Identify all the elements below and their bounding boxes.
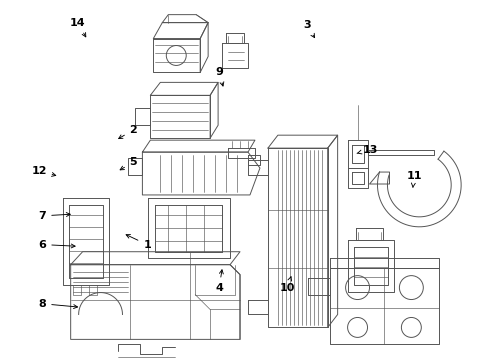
Text: 8: 8 (39, 299, 78, 309)
Text: 5: 5 (120, 157, 137, 170)
Text: 7: 7 (39, 211, 70, 221)
Text: 11: 11 (406, 171, 421, 187)
Text: 12: 12 (31, 166, 56, 176)
Text: 13: 13 (356, 144, 377, 154)
Text: 4: 4 (215, 270, 223, 293)
Text: 6: 6 (39, 239, 75, 249)
Text: 2: 2 (119, 125, 137, 139)
Text: 14: 14 (70, 18, 85, 37)
Text: 10: 10 (279, 277, 294, 293)
Text: 1: 1 (126, 235, 151, 249)
Text: 3: 3 (303, 20, 314, 38)
Text: 9: 9 (215, 67, 224, 86)
